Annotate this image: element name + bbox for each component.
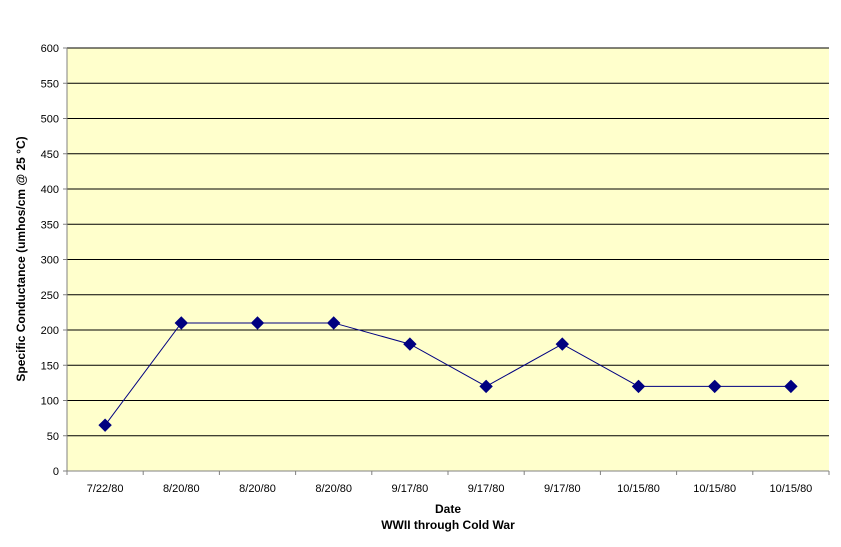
x-tick-label: 9/17/80	[468, 483, 505, 495]
data-point	[555, 337, 570, 351]
x-axis-ticks: 7/22/80 8/20/80 8/20/80 8/20/80 9/17/80 9/17/…	[66, 471, 830, 495]
data-point	[479, 379, 493, 394]
y-axis-title: Specific Conductance (umhos/cm @ 25 °C)	[14, 136, 28, 381]
series-line	[104, 322, 791, 426]
y-tick-label: 250	[41, 290, 59, 302]
x-tick-label: 8/20/80	[163, 483, 200, 495]
y-tick-label: 450	[41, 149, 59, 161]
y-tick-label: 350	[41, 219, 59, 231]
y-tick-label: 200	[41, 325, 59, 337]
y-tick-label: 300	[41, 255, 59, 267]
data-point	[707, 379, 722, 394]
data-point	[174, 316, 189, 330]
x-axis-subtitle: WWII through Cold War	[381, 518, 515, 532]
x-axis-title: Date	[435, 502, 461, 516]
data-point	[98, 418, 112, 432]
series-markers	[98, 316, 798, 432]
data-point	[403, 337, 417, 351]
y-tick-label: 600	[41, 43, 59, 55]
y-tick-label: 550	[41, 78, 59, 90]
data-point	[250, 316, 265, 330]
data-point	[784, 379, 798, 394]
y-tick-label: 0	[53, 466, 59, 478]
x-tick-label: 9/17/80	[544, 483, 581, 495]
data-point	[631, 379, 646, 394]
x-tick-label: 7/22/80	[87, 483, 124, 495]
y-tick-label: 400	[41, 184, 59, 196]
x-tick-label: 10/15/80	[769, 483, 812, 495]
y-tick-label: 50	[47, 431, 59, 443]
y-axis-ticks: 0 50 100 150 200 250 300 350 400 450 500 550 600	[41, 43, 67, 478]
data-point	[326, 316, 341, 330]
y-tick-label: 150	[41, 360, 59, 372]
x-tick-label: 10/15/80	[693, 483, 736, 495]
x-tick-label: 8/20/80	[239, 483, 276, 495]
y-tick-label: 500	[41, 114, 59, 126]
x-tick-label: 10/15/80	[617, 483, 660, 495]
x-tick-label: 9/17/80	[392, 483, 429, 495]
x-tick-label: 8/20/80	[315, 483, 352, 495]
y-tick-label: 100	[41, 396, 59, 408]
